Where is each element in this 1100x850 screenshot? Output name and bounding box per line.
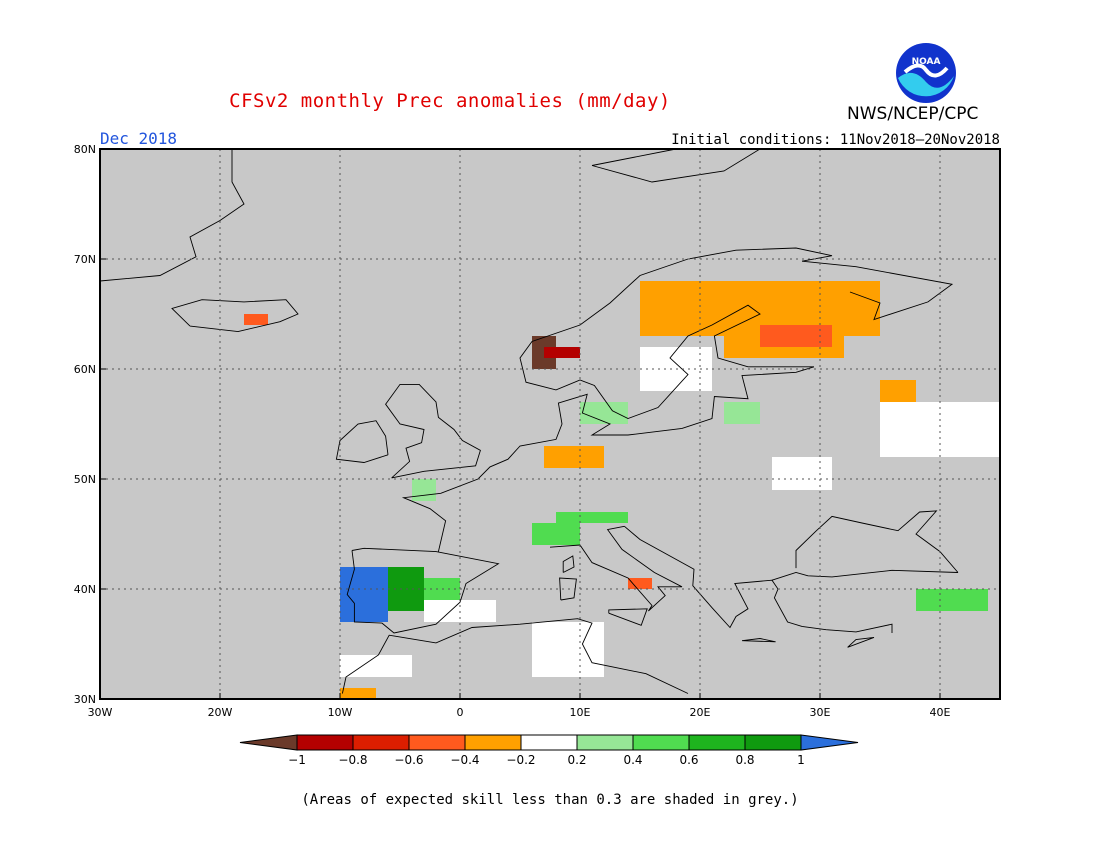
colorbar-segment (576, 734, 634, 751)
lat-tick-label: 80N (74, 143, 96, 156)
lon-tick-label: 30W (88, 706, 113, 719)
lon-tick-label: 10W (328, 706, 353, 719)
colorbar-label: −0.6 (394, 753, 423, 767)
anomaly-cell (580, 402, 628, 424)
initial-conditions: Initial conditions: 11Nov2018–20Nov2018 (671, 132, 1000, 148)
anomaly-cell (544, 347, 580, 358)
colorbar-segment (744, 734, 802, 751)
colorbar-label: 0.8 (735, 753, 754, 767)
coastline (401, 366, 815, 552)
colorbar-label: −0.8 (338, 753, 367, 767)
graticule (100, 149, 1000, 699)
colorbar-label: 0.4 (623, 753, 642, 767)
colorbar-label: 0.2 (567, 753, 586, 767)
coastline (385, 383, 481, 479)
coastline (741, 638, 776, 643)
coastline (801, 260, 954, 321)
coastline (559, 577, 577, 601)
anomaly-cell (412, 479, 436, 501)
anomaly-cell (916, 589, 988, 611)
colorbar-label: −0.2 (506, 753, 535, 767)
coastline (624, 525, 893, 633)
anomaly-cell (532, 622, 604, 677)
lon-tick-label: 20W (208, 706, 233, 719)
colorbar-segment (520, 734, 578, 751)
lon-tick-label: 10E (570, 706, 591, 719)
noaa-logo-text: NOAA (912, 57, 941, 67)
coastline (591, 148, 762, 183)
lat-tick-label: 40N (74, 583, 96, 596)
anomaly-cell (880, 402, 1000, 457)
anomaly-cell (628, 578, 652, 589)
colorbar-label: 0.6 (679, 753, 698, 767)
colorbar-label: −1 (288, 753, 306, 767)
coastlines (99, 148, 959, 694)
coastline (847, 636, 875, 648)
colorbar-segment (688, 734, 746, 751)
coastline (519, 247, 833, 419)
colorbar-arrow-low (239, 734, 298, 751)
anomaly-cell (772, 457, 832, 490)
coastline (99, 149, 245, 282)
colorbar-segment (352, 734, 410, 751)
axis-ticks: 30W 20W 10W 0 10E 20E 30E 40E 30N 40N 50N 60N 70N 80N (74, 143, 951, 719)
lat-tick-label: 60N (74, 363, 96, 376)
coastline (346, 547, 500, 634)
colorbar-arrow-high (800, 734, 859, 751)
noaa-logo: NOAA (896, 43, 956, 103)
anomaly-cell (724, 402, 760, 424)
colorbar-label: −0.4 (450, 753, 479, 767)
anomaly-cell (556, 512, 628, 523)
colorbar-segment (464, 734, 522, 751)
anomaly-cell (244, 314, 268, 325)
anomaly-cell (532, 523, 580, 545)
anomaly-cell (760, 325, 832, 347)
lon-tick-label: 0 (457, 706, 464, 719)
coastline (608, 608, 648, 626)
map-title: CFSv2 monthly Prec anomalies (mm/day) (0, 90, 1100, 112)
coastline (335, 420, 389, 463)
lat-tick-label: 50N (74, 473, 96, 486)
anomaly-cell (340, 688, 376, 699)
map-title-text: CFSv2 monthly Prec anomalies (mm/day) (229, 90, 671, 112)
anomaly-cell (880, 380, 916, 402)
coastline (562, 555, 575, 573)
coastline (795, 510, 959, 573)
coastline (549, 525, 683, 612)
colorbar: −1 −0.8 −0.6 −0.4 −0.2 0.2 0.4 0.6 0.8 1 (239, 734, 859, 767)
anomaly-cell (340, 567, 388, 622)
agency-label: NWS/NCEP/CPC (847, 104, 979, 124)
lon-tick-label: 20E (690, 706, 711, 719)
no-skill-background (100, 149, 1000, 699)
lat-tick-label: 70N (74, 253, 96, 266)
coastline (341, 618, 689, 694)
lon-tick-label: 40E (930, 706, 951, 719)
no-skill-area (100, 149, 1000, 699)
colorbar-segment (632, 734, 690, 751)
colorbar-segment (408, 734, 466, 751)
anomaly-cell (544, 446, 604, 468)
colorbar-label: 1 (797, 753, 805, 767)
lon-tick-label: 30E (810, 706, 831, 719)
anomaly-cell (340, 655, 412, 677)
map-frame (99, 148, 1001, 700)
colorbar-segment (296, 734, 354, 751)
forecast-month: Dec 2018 (100, 129, 178, 148)
lat-tick-label: 30N (74, 693, 96, 706)
coastline (171, 299, 299, 333)
skill-footnote: (Areas of expected skill less than 0.3 a… (301, 792, 799, 808)
